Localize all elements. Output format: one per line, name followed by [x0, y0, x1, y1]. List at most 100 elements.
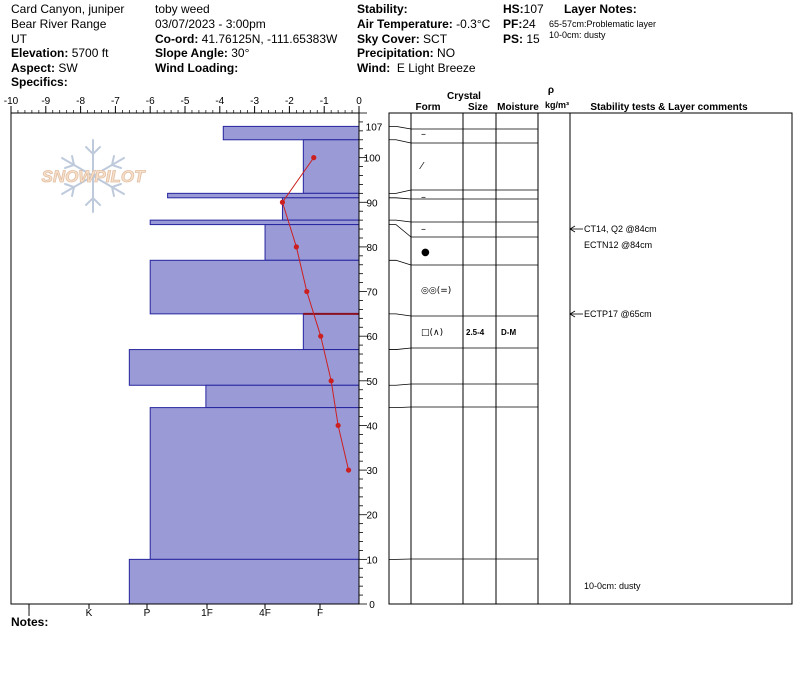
hardness-bar [128, 558, 360, 605]
height-tick-label: 20 [366, 511, 378, 522]
height-top-label: 107 [366, 122, 383, 133]
hardness-bar [302, 139, 360, 194]
hardness-bar [281, 197, 360, 221]
ps-value: 15 [526, 32, 540, 46]
state-text: UT [11, 32, 27, 46]
stability-comment: 10-0cm: dusty [584, 581, 641, 591]
precip-value: NO [437, 46, 456, 60]
slope-value: 30° [231, 46, 250, 60]
airtemp-value: -0.3°C [456, 17, 491, 31]
wind-row: Wind: E Light Breeze [357, 61, 476, 75]
hardness-tick-label: 1F [201, 608, 213, 619]
temperature-point [279, 199, 286, 205]
hardness-tick-label: K [86, 608, 93, 619]
hs-row: HS:107 [503, 2, 544, 16]
form-header: Form [416, 102, 441, 113]
layer-notes-label: Layer Notes: [564, 2, 637, 16]
height-tick-label: 80 [366, 243, 378, 254]
location-text: Card Canyon, juniper [11, 2, 125, 16]
grain-form-symbol: ● [421, 247, 430, 258]
height-tick-label: 100 [364, 154, 381, 165]
temperature-point [318, 333, 324, 339]
pf-row: PF:24 [503, 17, 536, 31]
temp-tick-label: 0 [356, 96, 362, 107]
hardness-bar [264, 224, 360, 261]
temp-tick-label: -1 [320, 96, 329, 107]
temperature-point [335, 422, 341, 429]
pf-value: 24 [522, 17, 536, 31]
hs-value: 107 [523, 2, 544, 16]
coord-row: Co-ord: 41.76125N, -111.65383W [155, 32, 337, 46]
stability-arrowhead [569, 225, 576, 233]
hardness-bar [222, 125, 360, 141]
aspect-label: Aspect: [11, 61, 56, 75]
aspect-row: Aspect: SW [11, 61, 78, 75]
moisture-header: Moisture [497, 102, 539, 113]
airtemp-row: Air Temperature: -0.3°C [357, 17, 490, 31]
boundary-connector [389, 189, 412, 194]
temp-tick-label: -3 [250, 96, 259, 107]
coord-label: Co-ord: [155, 32, 199, 46]
wind-value: E Light Breeze [396, 61, 476, 75]
logo-text: SNOWPILOT [42, 167, 147, 186]
grain-form-symbol: – [421, 129, 426, 140]
boundary-connector [389, 406, 412, 409]
elevation-label: Elevation: [11, 46, 69, 60]
stability-comment: ECTP17 @65cm [584, 309, 652, 319]
height-tick-label: 40 [366, 421, 378, 432]
hardness-tick-label: P [144, 608, 151, 619]
hardness-tick-label: F [317, 608, 323, 619]
datetime-text: 03/07/2023 - 3:00pm [155, 17, 266, 31]
temp-tick-label: -6 [146, 96, 155, 107]
height-tick-label: 60 [366, 332, 378, 343]
ps-row: PS: 15 [503, 32, 540, 46]
height-tick-label: 50 [366, 377, 378, 388]
boundary-connector [389, 313, 412, 317]
grain-form-symbol: – [421, 224, 426, 235]
height-tick-label: 70 [366, 288, 378, 299]
temp-tick-label: -4 [215, 96, 224, 107]
sky-value: SCT [423, 32, 448, 46]
temperature-point [345, 467, 352, 473]
slope-row: Slope Angle: 30° [155, 46, 249, 60]
stability-arrowhead [569, 310, 576, 318]
boundary-connector [389, 383, 412, 386]
wind-label: Wind: [357, 61, 391, 75]
hs-label: HS: [503, 2, 524, 16]
size-header: Size [468, 102, 488, 113]
temperature-point [304, 288, 310, 295]
temp-tick-label: -10 [4, 96, 19, 107]
temp-tick-label: -8 [76, 96, 85, 107]
pf-label: PF: [503, 17, 523, 31]
temperature-point [293, 244, 299, 250]
hardness-bar [167, 192, 360, 199]
slope-label: Slope Angle: [155, 46, 228, 60]
hardness-tick-label: I [28, 608, 31, 619]
crystal-header: Crystal [447, 91, 481, 102]
boundary-connector [389, 347, 412, 350]
layer-note-2: 10-0cm: dusty [549, 30, 606, 40]
hardness-bar [149, 259, 360, 315]
temp-tick-label: -5 [181, 96, 190, 107]
sky-row: Sky Cover: SCT [357, 32, 447, 46]
density-symbol-header: ρ [548, 85, 554, 96]
hardness-bar [149, 407, 360, 560]
stability-comment: ECTN12 @84cm [584, 240, 652, 250]
temperature-point [311, 155, 317, 161]
hardness-bar [205, 384, 360, 409]
height-tick-label: 0 [369, 600, 375, 611]
specifics-label: Specifics: [11, 75, 68, 89]
precip-label: Precipitation: [357, 46, 434, 60]
grain-form-symbol: ◎◎(=) [421, 286, 451, 296]
moisture-value: D-M [501, 328, 516, 337]
grain-form-symbol: □(∧) [421, 328, 443, 338]
precip-row: Precipitation: NO [357, 46, 455, 60]
sky-label: Sky Cover: [357, 32, 420, 46]
ps-label: PS: [503, 32, 524, 46]
hardness-bar [302, 313, 360, 351]
height-tick-label: 90 [366, 198, 378, 209]
boundary-connector [389, 197, 412, 200]
height-tick-label: 30 [366, 466, 378, 477]
boundary-connector [389, 224, 412, 238]
